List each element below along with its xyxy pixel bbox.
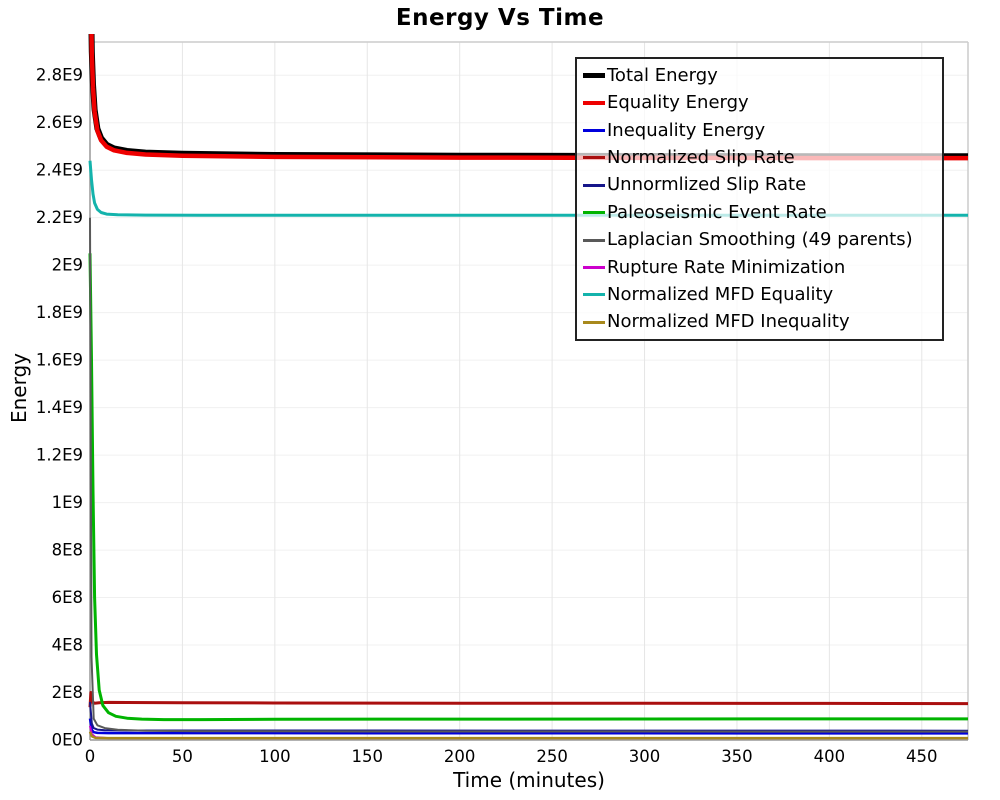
y-tick-label: 4E8 <box>52 636 83 655</box>
legend-swatch <box>583 320 605 324</box>
legend-swatch <box>583 129 605 133</box>
x-tick-label: 200 <box>444 747 476 766</box>
legend-label: Total Energy <box>607 64 718 86</box>
chart-title: Energy Vs Time <box>395 5 605 31</box>
legend-label: Inequality Energy <box>607 119 766 141</box>
series-line-equality-energy <box>89 34 968 161</box>
legend-item: Unnormlized Slip Rate <box>583 172 936 199</box>
legend-label: Normalized MFD Inequality <box>607 311 850 333</box>
x-tick-label: 400 <box>814 747 846 766</box>
legend-swatch <box>583 211 605 215</box>
legend-swatch <box>583 101 605 106</box>
x-tick-label: 100 <box>259 747 291 766</box>
x-axis-label: Time (minutes) <box>453 768 605 792</box>
legend-swatch <box>583 183 605 187</box>
series-line-normalized-mfd-equality <box>88 160 968 217</box>
x-tick-label: 50 <box>172 747 193 766</box>
series-line-paleoseismic-event-rate <box>88 253 968 722</box>
y-tick-label: 2E8 <box>52 683 83 702</box>
y-tick-label: 2.6E9 <box>36 113 83 132</box>
series-line-normalized-mfd-inequality <box>88 731 968 740</box>
legend-item: Normalized MFD Equality <box>583 281 936 308</box>
x-tick-label: 450 <box>906 747 938 766</box>
y-tick-label: 0E0 <box>52 731 83 750</box>
legend-label: Laplacian Smoothing (49 parents) <box>607 229 913 251</box>
y-tick-label: 8E8 <box>52 541 83 560</box>
legend-label: Equality Energy <box>607 92 749 114</box>
series-line-normalized-slip-rate <box>88 691 969 708</box>
y-tick-label: 1.4E9 <box>36 398 83 417</box>
y-tick-label: 6E8 <box>52 588 83 607</box>
series-line-laplacian-smoothing-49-parents- <box>89 217 969 733</box>
legend-label: Unnormlized Slip Rate <box>607 174 807 196</box>
legend-label: Normalized Slip Rate <box>607 146 795 168</box>
legend-item: Total Energy <box>583 62 936 89</box>
y-tick-label: 2.8E9 <box>36 66 83 85</box>
x-tick-label: 150 <box>352 747 384 766</box>
legend-swatch <box>583 293 605 297</box>
x-tick-label: 250 <box>536 747 568 766</box>
legend-item: Rupture Rate Minimization <box>583 254 936 281</box>
legend-label: Normalized MFD Equality <box>607 283 834 305</box>
y-tick-label: 1.8E9 <box>36 303 83 322</box>
legend-item: Paleoseismic Event Rate <box>583 199 936 226</box>
x-tick-label: 350 <box>721 747 753 766</box>
legend-swatch <box>583 238 605 242</box>
legend-swatch <box>583 73 605 79</box>
legend-swatch <box>583 266 605 270</box>
legend-item: Normalized Slip Rate <box>583 144 936 171</box>
legend-item: Normalized MFD Inequality <box>583 309 936 336</box>
legend-label: Paleoseismic Event Rate <box>607 201 827 223</box>
legend-item: Laplacian Smoothing (49 parents) <box>583 226 936 253</box>
y-tick-label: 2E9 <box>52 256 83 275</box>
legend-label: Rupture Rate Minimization <box>607 256 846 278</box>
y-tick-label: 2.4E9 <box>36 161 83 180</box>
y-tick-label: 1.2E9 <box>36 446 83 465</box>
legend-swatch <box>583 156 605 160</box>
legend-item: Inequality Energy <box>583 117 936 144</box>
y-tick-label: 1E9 <box>52 493 83 512</box>
x-tick-label: 0 <box>85 747 96 766</box>
x-tick-label: 300 <box>629 747 661 766</box>
y-tick-label: 1.6E9 <box>36 351 83 370</box>
series-line-unnormlized-slip-rate <box>89 701 969 732</box>
legend-item: Equality Energy <box>583 89 936 116</box>
y-tick-label: 2.2E9 <box>36 208 83 227</box>
legend: Total Energy Equality Energy Inequality En… <box>575 57 944 341</box>
